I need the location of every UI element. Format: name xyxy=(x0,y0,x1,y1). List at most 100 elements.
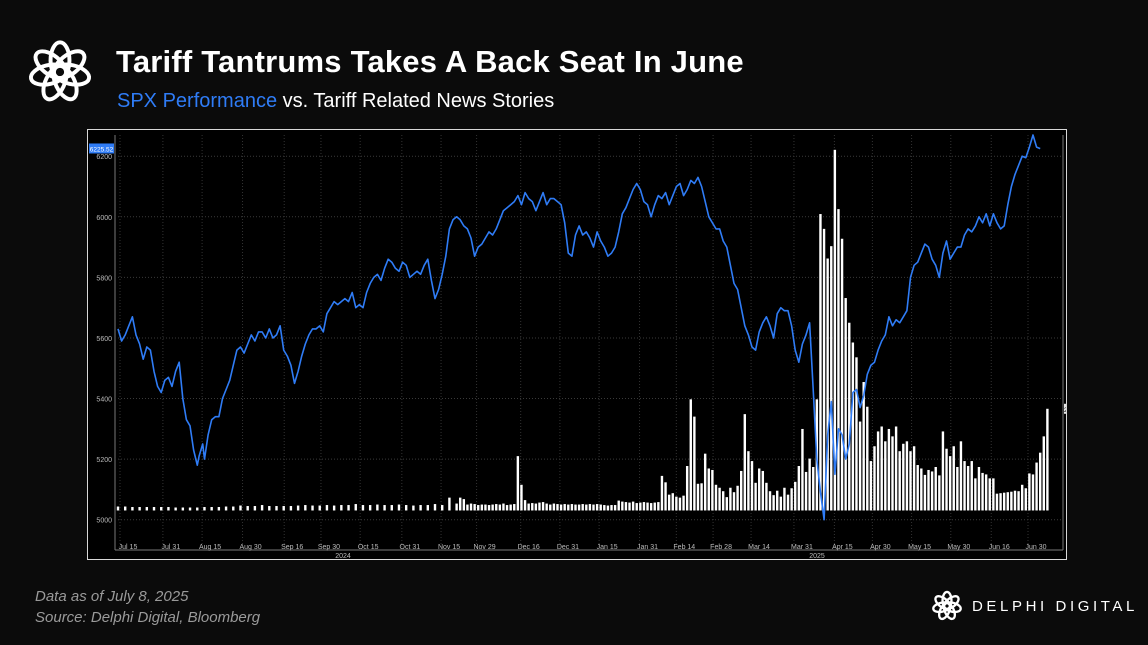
x-tick-label: Oct 31 xyxy=(400,544,421,551)
news-bar xyxy=(1020,484,1024,511)
news-bar xyxy=(505,505,509,511)
news-bar xyxy=(682,495,685,511)
news-last-value-label: 20584.00 xyxy=(1064,407,1066,414)
chart-frame: 5000520054005600580060006200010000200003… xyxy=(87,129,1067,560)
news-bar xyxy=(599,504,602,511)
page-subtitle: SPX Performance vs. Tariff Related News … xyxy=(117,90,554,113)
news-bar xyxy=(498,504,502,511)
news-bar xyxy=(588,504,592,511)
news-bar xyxy=(657,502,660,511)
x-tick-label: Jun 16 xyxy=(989,544,1010,551)
news-bar xyxy=(541,502,545,511)
left-tick-label: 6200 xyxy=(96,154,112,161)
x-tick-label: Dec 16 xyxy=(518,544,540,551)
x-tick-label: Feb 28 xyxy=(710,544,732,551)
news-bar xyxy=(376,504,379,511)
x-tick-label: Nov 29 xyxy=(473,544,495,551)
x-tick-label: Feb 14 xyxy=(673,544,695,551)
news-bar xyxy=(974,478,977,511)
news-bar xyxy=(1028,473,1031,511)
news-bar xyxy=(819,214,822,511)
news-bar xyxy=(909,451,912,511)
news-bar xyxy=(916,465,919,511)
news-bar xyxy=(667,494,671,511)
news-bar xyxy=(945,448,948,511)
news-bar xyxy=(797,466,801,511)
news-bar xyxy=(873,446,876,511)
news-bar xyxy=(696,483,700,511)
news-last-value-tag xyxy=(1064,403,1066,414)
news-bar xyxy=(174,507,177,511)
news-bar xyxy=(988,478,991,511)
spx-vs-tariff-news-chart: 5000520054005600580060006200010000200003… xyxy=(89,134,1066,559)
news-bar xyxy=(977,467,981,511)
news-bar xyxy=(747,451,750,511)
news-bar xyxy=(268,506,271,511)
news-bar xyxy=(1046,408,1049,511)
news-bar xyxy=(826,258,829,511)
news-bar xyxy=(390,505,393,511)
source-note: Source: Delphi Digital, Bloomberg xyxy=(35,609,261,626)
subtitle-spx-label: SPX Performance xyxy=(117,90,278,112)
news-bar xyxy=(628,502,631,511)
news-bar xyxy=(808,458,811,511)
spx-last-value-label: 6225.52 xyxy=(90,146,114,153)
news-bar xyxy=(707,468,710,511)
x-tick-label: Oct 15 xyxy=(358,544,379,551)
left-tick-label: 6000 xyxy=(96,215,112,222)
news-bar xyxy=(304,505,307,511)
news-bar xyxy=(790,488,793,511)
news-bar xyxy=(779,496,783,511)
news-bar xyxy=(848,322,851,511)
news-bar xyxy=(862,382,865,511)
x-tick-label: May 15 xyxy=(908,544,931,551)
left-tick-label: 5600 xyxy=(96,336,112,343)
news-bar xyxy=(138,507,141,511)
news-bar xyxy=(984,474,988,511)
news-bar xyxy=(516,456,520,511)
news-bar xyxy=(649,503,653,511)
news-bar xyxy=(923,474,927,511)
x-tick-label: Mar 31 xyxy=(791,544,813,551)
news-bar xyxy=(948,456,952,511)
news-bar xyxy=(992,478,995,511)
news-bar xyxy=(459,497,462,511)
news-bar xyxy=(556,504,559,511)
year-label-2024: 2024 xyxy=(335,553,351,559)
news-bar xyxy=(538,502,541,511)
x-tick-label: Sep 16 xyxy=(281,544,303,551)
news-bar xyxy=(639,502,642,511)
news-bar xyxy=(754,482,757,511)
news-bar xyxy=(783,487,786,511)
news-bar xyxy=(397,504,401,511)
news-bar xyxy=(203,507,206,511)
news-bar xyxy=(902,443,905,511)
news-bar xyxy=(552,503,556,511)
subtitle-separator: vs. xyxy=(282,90,309,112)
news-bar xyxy=(887,428,891,511)
news-bar xyxy=(866,406,869,511)
left-tick-label: 5400 xyxy=(96,397,112,404)
news-bar xyxy=(912,446,916,511)
news-bar xyxy=(772,495,775,511)
news-bar xyxy=(487,505,491,511)
x-tick-label: Sep 30 xyxy=(318,544,340,551)
news-bar xyxy=(833,149,837,511)
news-bar xyxy=(675,496,678,511)
news-bar xyxy=(736,485,739,511)
delphi-brand-logo-icon xyxy=(932,590,962,621)
news-bar xyxy=(966,466,970,511)
news-bar xyxy=(260,505,264,511)
news-bar xyxy=(534,503,538,511)
news-bar xyxy=(502,503,505,511)
news-bar xyxy=(635,503,638,511)
news-bar xyxy=(894,426,898,511)
news-bar xyxy=(898,451,901,511)
news-bar xyxy=(729,487,732,511)
news-bar xyxy=(718,487,721,511)
news-bar xyxy=(930,471,934,511)
x-tick-label: Apr 30 xyxy=(870,544,891,551)
left-tick-label: 5200 xyxy=(96,457,112,464)
x-tick-label: Jan 31 xyxy=(637,544,658,551)
news-bar xyxy=(999,493,1002,511)
